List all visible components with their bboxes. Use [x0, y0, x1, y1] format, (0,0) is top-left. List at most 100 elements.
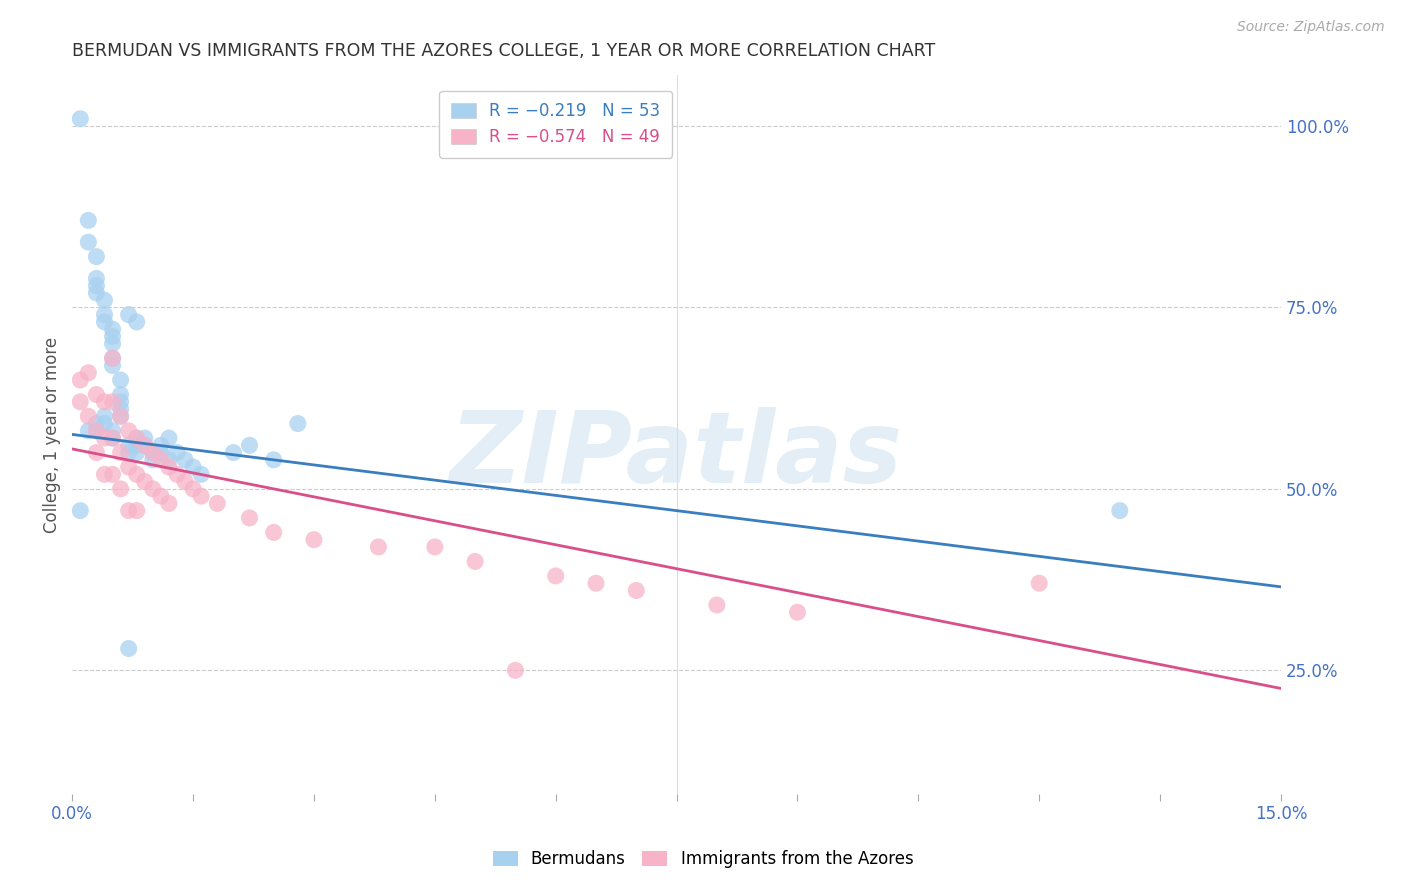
- Point: [101, 329, 124, 343]
- Point: [166, 445, 188, 459]
- Point: [263, 525, 285, 540]
- Point: [786, 605, 808, 619]
- Point: [149, 453, 172, 467]
- Point: [464, 554, 486, 568]
- Point: [86, 424, 108, 438]
- Point: [125, 445, 148, 459]
- Point: [117, 445, 139, 459]
- Point: [142, 453, 165, 467]
- Point: [238, 438, 260, 452]
- Point: [93, 467, 115, 482]
- Point: [585, 576, 607, 591]
- Point: [69, 373, 91, 387]
- Point: [181, 460, 204, 475]
- Point: [101, 351, 124, 366]
- Point: [157, 431, 180, 445]
- Point: [110, 402, 132, 417]
- Point: [86, 417, 108, 431]
- Point: [287, 417, 309, 431]
- Point: [77, 424, 100, 438]
- Point: [101, 431, 124, 445]
- Point: [222, 445, 245, 459]
- Point: [1028, 576, 1050, 591]
- Point: [1108, 503, 1130, 517]
- Point: [101, 359, 124, 373]
- Point: [86, 285, 108, 300]
- Point: [86, 387, 108, 401]
- Point: [77, 213, 100, 227]
- Point: [149, 489, 172, 503]
- Point: [69, 394, 91, 409]
- Point: [149, 445, 172, 459]
- Point: [142, 445, 165, 459]
- Point: [110, 409, 132, 424]
- Point: [93, 308, 115, 322]
- Point: [423, 540, 446, 554]
- Point: [101, 336, 124, 351]
- Point: [86, 278, 108, 293]
- Point: [77, 366, 100, 380]
- Text: BERMUDAN VS IMMIGRANTS FROM THE AZORES COLLEGE, 1 YEAR OR MORE CORRELATION CHART: BERMUDAN VS IMMIGRANTS FROM THE AZORES C…: [72, 42, 935, 60]
- Point: [238, 511, 260, 525]
- Point: [93, 394, 115, 409]
- Point: [101, 424, 124, 438]
- Point: [86, 271, 108, 285]
- Point: [117, 438, 139, 452]
- Point: [69, 503, 91, 517]
- Point: [367, 540, 389, 554]
- Point: [706, 598, 728, 612]
- Point: [110, 373, 132, 387]
- Point: [125, 431, 148, 445]
- Point: [110, 409, 132, 424]
- Point: [142, 482, 165, 496]
- Point: [134, 475, 156, 489]
- Point: [117, 641, 139, 656]
- Point: [86, 250, 108, 264]
- Point: [174, 475, 197, 489]
- Point: [125, 315, 148, 329]
- Point: [190, 489, 212, 503]
- Point: [302, 533, 325, 547]
- Point: [166, 467, 188, 482]
- Point: [101, 394, 124, 409]
- Point: [110, 394, 132, 409]
- Point: [93, 315, 115, 329]
- Legend: Bermudans, Immigrants from the Azores: Bermudans, Immigrants from the Azores: [486, 844, 920, 875]
- Point: [77, 409, 100, 424]
- Point: [626, 583, 648, 598]
- Point: [134, 431, 156, 445]
- Point: [125, 438, 148, 452]
- Point: [181, 482, 204, 496]
- Point: [117, 460, 139, 475]
- Point: [86, 445, 108, 459]
- Point: [207, 496, 229, 510]
- Point: [157, 496, 180, 510]
- Point: [125, 467, 148, 482]
- Point: [134, 438, 156, 452]
- Point: [117, 503, 139, 517]
- Point: [544, 569, 567, 583]
- Point: [117, 308, 139, 322]
- Point: [505, 663, 527, 677]
- Point: [174, 453, 197, 467]
- Point: [101, 467, 124, 482]
- Point: [125, 503, 148, 517]
- Point: [86, 424, 108, 438]
- Text: Source: ZipAtlas.com: Source: ZipAtlas.com: [1237, 20, 1385, 34]
- Legend: R = −0.219   N = 53, R = −0.574   N = 49: R = −0.219 N = 53, R = −0.574 N = 49: [439, 91, 672, 158]
- Point: [157, 460, 180, 475]
- Point: [93, 417, 115, 431]
- Point: [190, 467, 212, 482]
- Point: [110, 387, 132, 401]
- Y-axis label: College, 1 year or more: College, 1 year or more: [44, 336, 60, 533]
- Point: [69, 112, 91, 126]
- Point: [125, 431, 148, 445]
- Point: [157, 453, 180, 467]
- Point: [101, 351, 124, 366]
- Point: [134, 438, 156, 452]
- Point: [93, 431, 115, 445]
- Point: [77, 235, 100, 249]
- Point: [110, 482, 132, 496]
- Point: [93, 293, 115, 308]
- Point: [263, 453, 285, 467]
